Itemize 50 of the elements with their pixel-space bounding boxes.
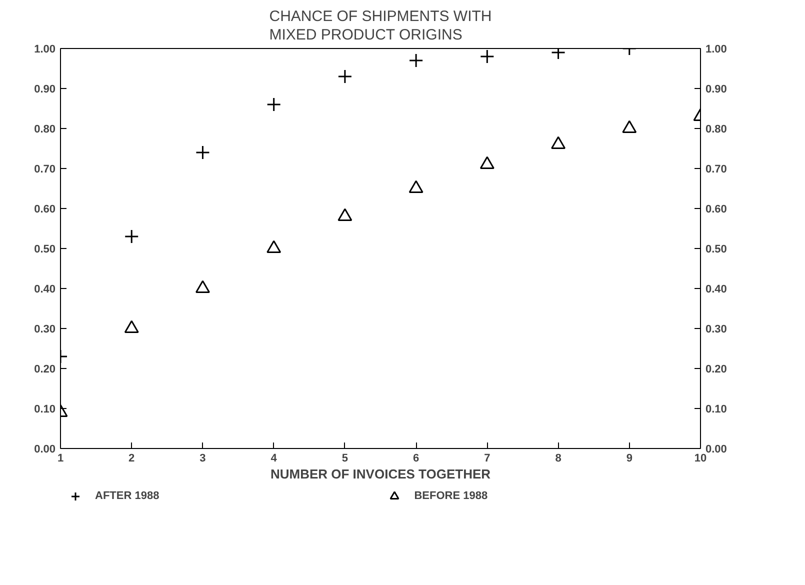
y2-tick-label: 0.00 (706, 444, 727, 456)
x-tick-label: 2 (128, 452, 135, 464)
point (195, 145, 210, 160)
y-tick-label: 0.00 (34, 444, 56, 456)
legend-label: AFTER 1988 (95, 490, 160, 502)
y2-tick-label: 0.10 (706, 404, 727, 416)
y-tick-label: 0.30 (34, 324, 56, 336)
x-tick-label: 4 (270, 452, 278, 464)
y-tick-label: 0.10 (34, 404, 56, 416)
y2-tick-label: 0.40 (706, 284, 727, 296)
x-tick-label: 8 (555, 452, 562, 464)
x-axis-title: NUMBER OF INVOICES TOGETHER (270, 466, 492, 482)
point (480, 49, 494, 64)
y2-tick-label: 0.50 (706, 244, 727, 256)
y-tick-label: 0.90 (34, 84, 56, 96)
y-tick-label: 0.40 (34, 284, 56, 296)
y-tick-label: 0.20 (34, 364, 56, 376)
y2-tick-label: 0.70 (706, 164, 727, 176)
y2-tick-label: 0.80 (706, 124, 727, 136)
point (124, 229, 139, 244)
y2-tick-label: 1.00 (706, 44, 727, 56)
point (408, 53, 424, 68)
x-tick-label: 7 (484, 452, 490, 464)
point (551, 136, 566, 150)
point (338, 69, 352, 84)
x-tick-label: 1 (57, 452, 64, 464)
y-tick-label: 0.50 (34, 244, 56, 256)
chart-title: CHANCE OF SHIPMENTS WITH MIXED PRODUCT ORIGINS (269, 8, 492, 44)
point (622, 120, 637, 134)
y-tick-label: 0.60 (34, 204, 56, 216)
x-tick-label: 6 (412, 452, 420, 464)
y-tick-label: 0.70 (34, 164, 56, 176)
y2-tick-label: 0.20 (706, 364, 727, 376)
x-tick-label: 9 (626, 452, 632, 464)
point (408, 180, 424, 194)
y-tick-label: 0.80 (34, 124, 56, 136)
x-tick-label: 10 (694, 452, 707, 464)
point (480, 156, 494, 170)
y2-tick-label: 0.60 (706, 204, 727, 216)
point (195, 280, 210, 294)
legend-label: BEFORE 1988 (414, 490, 488, 502)
point (266, 240, 282, 254)
point (338, 208, 352, 222)
y2-tick-label: 0.90 (706, 84, 727, 96)
point (124, 320, 139, 334)
y-tick-label: 1.00 (34, 44, 56, 56)
point (266, 97, 282, 112)
x-tick-label: 5 (342, 452, 348, 464)
y2-tick-label: 0.30 (706, 324, 727, 336)
x-tick-label: 3 (200, 452, 206, 464)
